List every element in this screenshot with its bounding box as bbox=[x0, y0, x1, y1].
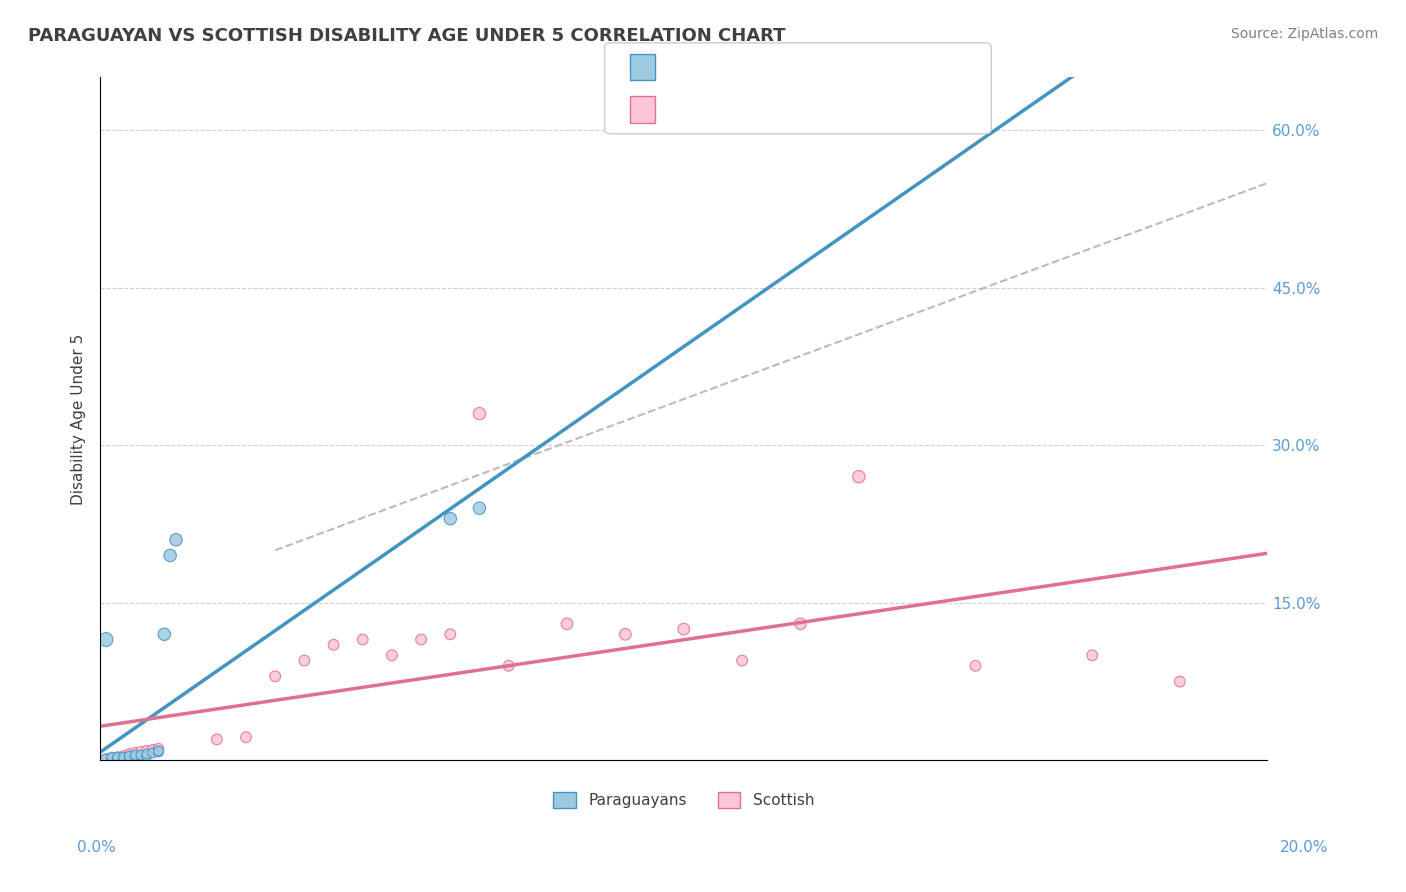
Point bbox=[731, 654, 754, 668]
Point bbox=[468, 501, 491, 516]
Point bbox=[381, 648, 404, 663]
Point bbox=[124, 749, 146, 764]
Point bbox=[148, 744, 170, 758]
Point bbox=[292, 654, 315, 668]
Point bbox=[107, 752, 129, 766]
Point bbox=[789, 616, 811, 631]
Point bbox=[498, 658, 520, 673]
Point bbox=[118, 749, 141, 764]
Point bbox=[101, 750, 124, 764]
Point bbox=[94, 752, 117, 766]
Point bbox=[439, 627, 461, 641]
Point bbox=[142, 743, 165, 757]
Text: Source: ZipAtlas.com: Source: ZipAtlas.com bbox=[1230, 27, 1378, 41]
Point bbox=[112, 751, 135, 765]
Point bbox=[101, 751, 124, 765]
Y-axis label: Disability Age Under 5: Disability Age Under 5 bbox=[72, 334, 86, 505]
Point bbox=[135, 744, 157, 758]
Point bbox=[94, 752, 117, 766]
Text: R =  0.519    N =  31: R = 0.519 N = 31 bbox=[666, 101, 839, 119]
Point bbox=[411, 632, 433, 647]
Point bbox=[1168, 674, 1191, 689]
Point bbox=[159, 549, 181, 563]
Text: PARAGUAYAN VS SCOTTISH DISABILITY AGE UNDER 5 CORRELATION CHART: PARAGUAYAN VS SCOTTISH DISABILITY AGE UN… bbox=[28, 27, 786, 45]
Point bbox=[148, 741, 170, 756]
Point bbox=[112, 749, 135, 764]
Point bbox=[848, 469, 870, 483]
Point bbox=[129, 748, 152, 763]
Point bbox=[94, 632, 117, 647]
Point bbox=[124, 748, 146, 763]
Point bbox=[118, 747, 141, 761]
Point bbox=[135, 747, 157, 761]
Point bbox=[129, 745, 152, 759]
Point bbox=[107, 751, 129, 765]
Point bbox=[142, 746, 165, 760]
Point bbox=[965, 658, 987, 673]
Point bbox=[352, 632, 374, 647]
Point bbox=[135, 749, 157, 764]
Point bbox=[322, 638, 344, 652]
Point bbox=[124, 746, 146, 760]
Point bbox=[672, 622, 695, 636]
Point bbox=[107, 750, 129, 764]
Point bbox=[112, 750, 135, 764]
Point bbox=[205, 732, 228, 747]
Point bbox=[468, 407, 491, 421]
Point bbox=[1081, 648, 1104, 663]
Text: 0.0%: 0.0% bbox=[77, 840, 117, 855]
Point bbox=[235, 731, 257, 745]
Point bbox=[118, 748, 141, 763]
Text: R = 0.894    N = 24: R = 0.894 N = 24 bbox=[666, 58, 828, 76]
Point bbox=[153, 627, 176, 641]
Point bbox=[101, 751, 124, 765]
Point bbox=[165, 533, 187, 547]
Point bbox=[614, 627, 637, 641]
Point bbox=[118, 750, 141, 764]
Point bbox=[107, 750, 129, 764]
Point bbox=[148, 745, 170, 759]
Point bbox=[555, 616, 578, 631]
Point bbox=[264, 669, 287, 683]
Legend: Paraguayans, Scottish: Paraguayans, Scottish bbox=[547, 786, 820, 814]
Point bbox=[439, 512, 461, 526]
Text: 20.0%: 20.0% bbox=[1281, 840, 1329, 855]
